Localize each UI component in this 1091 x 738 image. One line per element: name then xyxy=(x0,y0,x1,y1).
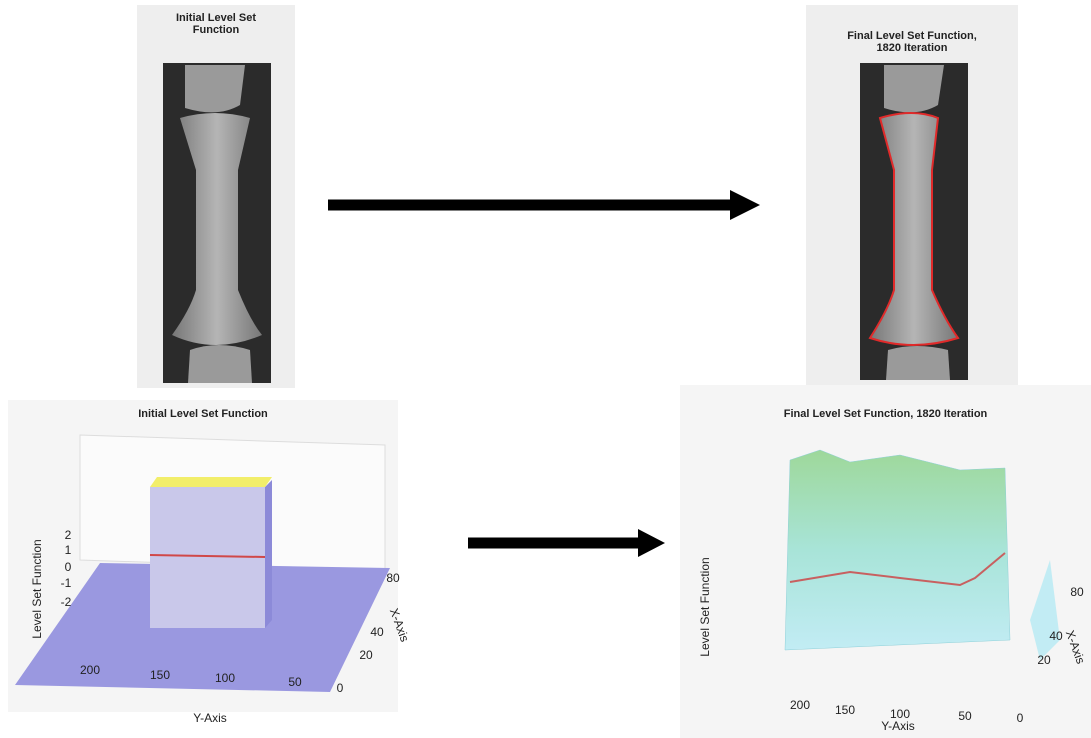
z-tick-label: 0 xyxy=(65,560,72,574)
z-tick-label: 1 xyxy=(65,543,72,557)
z-axis-label: Level Set Function xyxy=(30,534,44,644)
z-tick-label: 2 xyxy=(65,528,72,542)
bone-head xyxy=(185,65,245,112)
x-tick-label: 80 xyxy=(386,571,399,585)
x-tick-label: 20 xyxy=(1037,653,1050,667)
x-tick-label: 40 xyxy=(370,625,383,639)
y-tick-label: 150 xyxy=(150,668,170,682)
arrow-head xyxy=(730,190,760,220)
y-tick-label: 200 xyxy=(790,698,810,712)
x-tick-label: 0 xyxy=(337,681,344,695)
x-tick-label: 20 xyxy=(359,648,372,662)
y-tick-label: 50 xyxy=(958,709,971,723)
y-tick-label: 0 xyxy=(1017,711,1024,725)
y-tick-label: 50 xyxy=(288,675,301,689)
y-axis-label: Y-Axis xyxy=(193,711,227,725)
panel-title: Final Level Set Function, 1820 Iteration xyxy=(806,30,1018,54)
y-tick-label: 150 xyxy=(835,703,855,717)
surface xyxy=(785,450,1010,650)
y-tick-label: 100 xyxy=(215,671,235,685)
y-tick-label: 200 xyxy=(80,663,100,677)
x-tick-label: 80 xyxy=(1070,585,1083,599)
plot-title: Final Level Set Function, 1820 Iteration xyxy=(680,408,1091,420)
figure: Initial Level Set Function Final Level S… xyxy=(0,0,1091,738)
z-axis-label: Level Set Function xyxy=(698,552,712,662)
bone-base xyxy=(188,345,252,383)
surface-side xyxy=(265,480,272,628)
bone-base xyxy=(886,346,950,380)
z-tick-label: -1 xyxy=(61,576,72,590)
y-axis-label: Y-Axis xyxy=(881,719,915,733)
z-tick-label: -2 xyxy=(61,595,72,609)
surface-top xyxy=(150,477,272,487)
arrow-head xyxy=(638,529,665,557)
plot-title: Initial Level Set Function xyxy=(8,408,398,420)
figure-graphics xyxy=(0,0,1091,738)
bone-head xyxy=(884,65,944,112)
y-tick-label: 100 xyxy=(890,707,910,721)
x-tick-label: 40 xyxy=(1049,629,1062,643)
panel-title: Initial Level Set Function xyxy=(137,12,295,36)
